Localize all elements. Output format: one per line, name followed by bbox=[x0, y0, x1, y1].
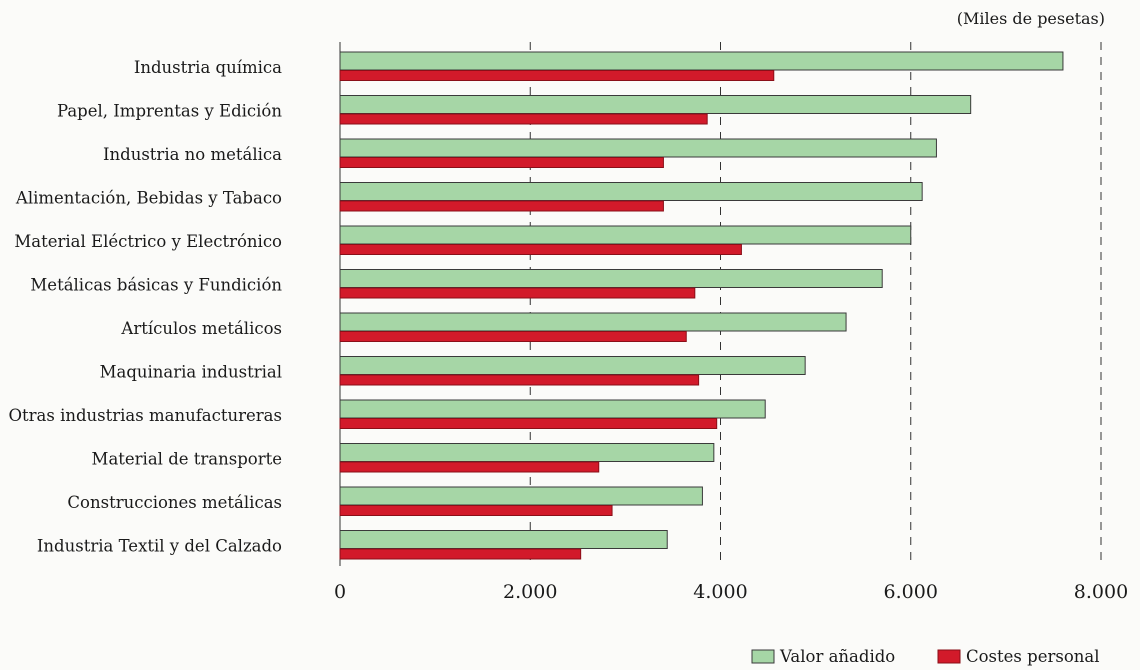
bar-valor-anadido bbox=[339, 51, 1064, 71]
bar-valor-anadido bbox=[339, 443, 715, 462]
bar-valor-anadido bbox=[339, 269, 883, 288]
bar-costes-personal bbox=[339, 461, 600, 473]
category-label: Metálicas básicas y Fundición bbox=[30, 276, 282, 295]
bar-costes-personal bbox=[339, 287, 696, 299]
gridlines bbox=[339, 42, 1102, 566]
category-label: Artículos metálicos bbox=[120, 319, 282, 338]
bar-costes-personal bbox=[339, 331, 687, 342]
bar-valor-anadido bbox=[339, 530, 668, 549]
bar-valor-anadido bbox=[339, 486, 703, 506]
legend-label: Costes personal bbox=[966, 647, 1100, 666]
x-tick-label: 0 bbox=[334, 581, 346, 603]
bar-costes-personal bbox=[339, 157, 664, 168]
bar-valor-anadido bbox=[339, 225, 912, 245]
legend-swatch bbox=[751, 649, 775, 664]
category-label: Papel, Imprentas y Edición bbox=[57, 102, 282, 121]
category-label: Alimentación, Bebidas y Tabaco bbox=[15, 189, 282, 208]
legend-swatch bbox=[937, 649, 961, 664]
x-tick-label: 2.000 bbox=[503, 581, 557, 603]
category-label: Industria química bbox=[134, 58, 282, 77]
bar-costes-personal bbox=[339, 244, 742, 255]
bar-costes-personal bbox=[339, 548, 582, 560]
bar-costes-personal bbox=[339, 505, 613, 516]
bar-valor-anadido bbox=[339, 312, 847, 332]
category-label: Industria no metálica bbox=[103, 145, 282, 164]
category-labels: Industria química Papel, Imprentas y Edic… bbox=[8, 58, 282, 556]
legend: Valor añadido Costes personal bbox=[751, 647, 1100, 666]
x-tick-label: 6.000 bbox=[884, 581, 938, 603]
category-label: Industria Textil y del Calzado bbox=[37, 537, 282, 556]
bar-valor-anadido bbox=[339, 356, 806, 375]
bar-valor-anadido bbox=[339, 399, 766, 419]
bar-valor-anadido bbox=[339, 138, 937, 158]
legend-label: Valor añadido bbox=[779, 647, 895, 666]
bar-costes-personal bbox=[339, 418, 718, 429]
category-label: Construcciones metálicas bbox=[67, 493, 282, 512]
x-axis-ticks: 0 2.000 4.000 6.000 8.000 bbox=[334, 581, 1128, 603]
x-tick-label: 4.000 bbox=[693, 581, 747, 603]
bar-costes-personal bbox=[339, 374, 700, 386]
category-label: Material de transporte bbox=[92, 450, 282, 469]
bar-costes-personal bbox=[339, 200, 664, 212]
bar-costes-personal bbox=[339, 113, 708, 125]
category-label: Maquinaria industrial bbox=[100, 363, 282, 382]
category-label: Material Eléctrico y Electrónico bbox=[14, 232, 282, 251]
x-tick-label: 8.000 bbox=[1074, 581, 1128, 603]
bar-valor-anadido bbox=[339, 95, 972, 114]
unit-label: (Miles de pesetas) bbox=[957, 9, 1105, 28]
bars bbox=[339, 51, 1064, 560]
bar-costes-personal bbox=[339, 70, 775, 81]
category-label: Otras industrias manufactureras bbox=[8, 406, 282, 425]
bar-valor-anadido bbox=[339, 182, 923, 201]
